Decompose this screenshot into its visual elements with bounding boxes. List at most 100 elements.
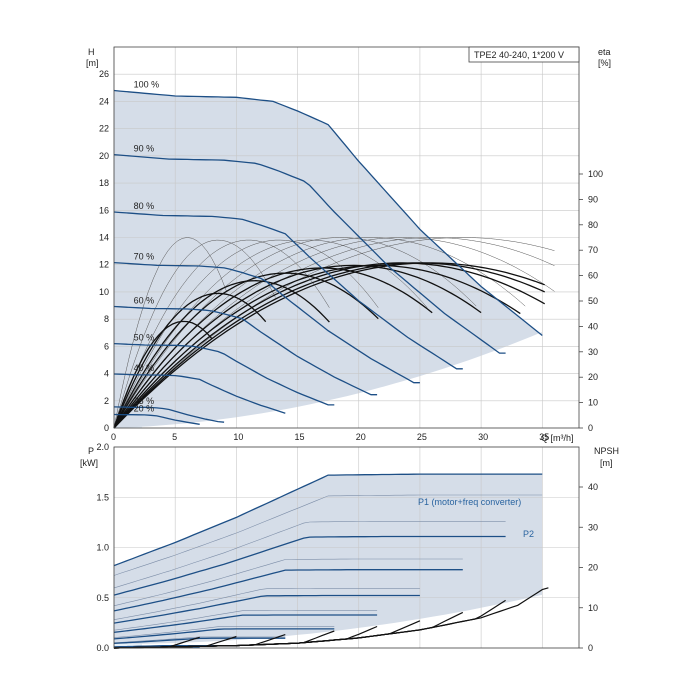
eff-thick-5 (113, 264, 482, 429)
y2-tick-90: 90 (588, 194, 598, 204)
y-tick-20: 20 (99, 151, 109, 161)
y-axis-label: H (88, 47, 95, 57)
head-curve-20pct (113, 413, 200, 425)
p2-curve-60pct (113, 614, 378, 633)
p-tick-1.0: 1.0 (96, 543, 109, 553)
y-tick-0: 0 (104, 423, 109, 433)
eff-thick-3 (113, 272, 379, 429)
speed-label-80pct: 80 % (134, 201, 155, 211)
p1-curve-40pct (113, 636, 286, 643)
p2-curve-50pct (113, 628, 335, 640)
head-frame (113, 46, 580, 429)
p-tick-2.0: 2.0 (96, 442, 109, 452)
p-tick-1.5: 1.5 (96, 492, 109, 502)
p1-curve-80pct (113, 558, 463, 607)
head-curve-80pct (113, 211, 463, 370)
eff-thin-9 (113, 237, 555, 429)
head-curve-50pct (113, 342, 335, 406)
y-tick-14: 14 (99, 233, 109, 243)
npsh-tick-30: 30 (588, 522, 598, 532)
speed-label-40pct: 40 % (134, 363, 155, 373)
npsh-curve-8 (113, 587, 549, 649)
x-tick-20: 20 (356, 432, 366, 442)
npsh-curves (113, 587, 549, 649)
eff-thick-9 (113, 262, 545, 429)
head-curve-100pct (113, 89, 543, 337)
x-tick-0: 0 (111, 432, 116, 442)
title-box: TPE2 40-240, 1*200 V (468, 46, 580, 63)
y-tick-24: 24 (99, 96, 109, 106)
x-tick-5: 5 (172, 432, 177, 442)
npsh-tick-0: 0 (588, 643, 593, 653)
eff-thick-8 (113, 262, 545, 429)
y2-tick-50: 50 (588, 296, 598, 306)
power-ticks: 0.0 0.5 1.0 1.5 2.0 0 10 20 30 40 (96, 442, 598, 653)
head-operating-area (114, 90, 543, 428)
y-tick-4: 4 (104, 369, 109, 379)
y-axis-unit: [m] (86, 58, 99, 68)
p2-curve-90pct (113, 535, 506, 596)
p-axis-unit: [kW] (80, 458, 98, 468)
y2-tick-40: 40 (588, 321, 598, 331)
speed-label-60pct: 60 % (134, 296, 155, 306)
y2-axis-unit: [%] (598, 58, 611, 68)
efficiency-curves (113, 237, 555, 429)
npsh-axis-unit: [m] (600, 458, 613, 468)
x-tick-10: 10 (233, 432, 243, 442)
p-axis-label: P (88, 446, 94, 456)
legend-p2: P2 (523, 529, 534, 539)
head-curves (113, 89, 543, 425)
npsh-tick-20: 20 (588, 563, 598, 573)
speed-label-100pct: 100 % (134, 80, 160, 90)
eff-thin-5 (113, 237, 477, 429)
y2-tick-30: 30 (588, 347, 598, 357)
eff-thick-2 (113, 280, 330, 429)
legend-p1: P1 (motor+freq converter) (418, 497, 521, 507)
p-tick-0.0: 0.0 (96, 643, 109, 653)
head-curve-70pct (113, 261, 420, 384)
speed-label-25pct: 25 % (134, 396, 155, 406)
y-tick-12: 12 (99, 260, 109, 270)
y2-axis-label: eta (598, 47, 611, 57)
y-tick-26: 26 (99, 69, 109, 79)
speed-labels: 100 % 90 % 80 % 70 % 60 % 50 % 40 % 25 %20 % (134, 80, 160, 414)
eff-thick-4 (113, 267, 433, 429)
head-curve-40pct (113, 373, 286, 414)
head-panel: TPE2 40-240, 1*200 V 0 5 10 15 20 25 30 3502468… (86, 46, 611, 443)
y-tick-6: 6 (104, 341, 109, 351)
power-frame (113, 446, 580, 649)
p1-curve-100pct (113, 473, 543, 567)
y2-tick-10: 10 (588, 398, 598, 408)
p1-curve-90pct (113, 521, 506, 589)
npsh-axis-label: NPSH (594, 446, 619, 456)
npsh-tick-10: 10 (588, 603, 598, 613)
speed-label-20pct: 20 % (134, 404, 155, 414)
y-tick-18: 18 (99, 178, 109, 188)
x-tick-30: 30 (478, 432, 488, 442)
y-tick-2: 2 (104, 396, 109, 406)
x-tick-25: 25 (417, 432, 427, 442)
head-curve-60pct (113, 305, 378, 396)
x-tick-15: 15 (295, 432, 305, 442)
head-curve-25pct (113, 406, 225, 423)
p2-curve-100pct (113, 494, 543, 576)
y2-tick-20: 20 (588, 372, 598, 382)
npsh-tick-40: 40 (588, 482, 598, 492)
eff-thin-2 (113, 239, 330, 429)
chart-title: TPE2 40-240, 1*200 V (474, 50, 564, 60)
eff-thick-7 (113, 262, 546, 429)
y-tick-10: 10 (99, 287, 109, 297)
eff-thick-1 (113, 292, 267, 429)
power-panel: 0.0 0.5 1.0 1.5 2.0 0 10 20 30 40 P [kW] NPSH [m]… (80, 442, 619, 653)
y2-tick-70: 70 (588, 245, 598, 255)
p1-curve-60pct (113, 610, 378, 631)
x-axis-label: Q [m³/h] (541, 433, 574, 443)
y-tick-22: 22 (99, 124, 109, 134)
speed-label-70pct: 70 % (134, 252, 155, 262)
eff-thin-4 (113, 239, 428, 429)
head-curve-90pct (113, 154, 506, 354)
eff-thin-3 (113, 239, 379, 429)
x-tick-35: 35 (539, 432, 549, 442)
y-tick-8: 8 (104, 314, 109, 324)
